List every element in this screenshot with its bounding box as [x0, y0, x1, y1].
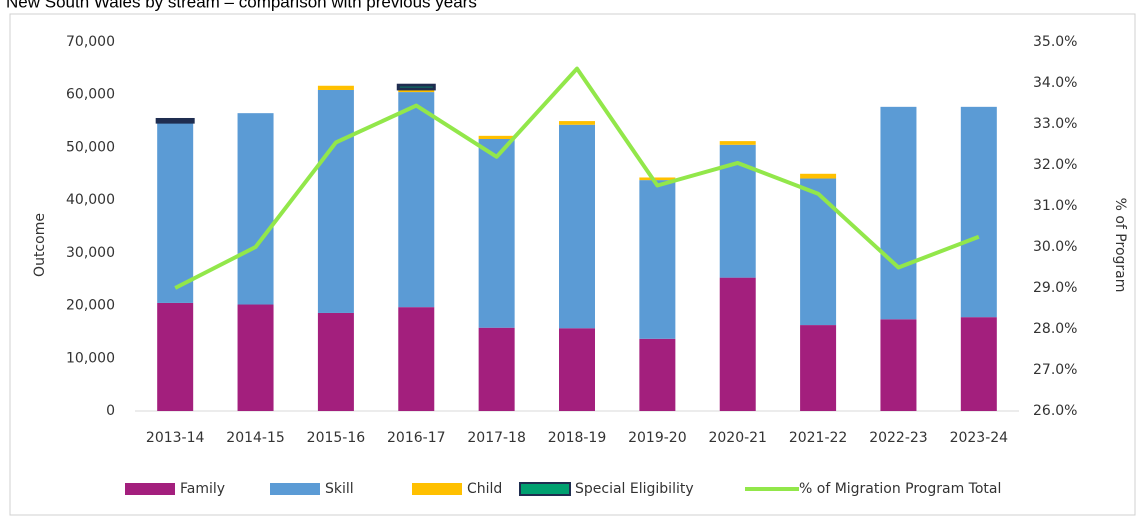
bar-segment — [719, 277, 756, 411]
legend-label: Family — [180, 481, 225, 497]
bar-segment — [800, 178, 837, 326]
x-tick-label: 2022-23 — [869, 430, 928, 446]
x-tick-label: 2023-24 — [950, 430, 1009, 446]
legend-label: % of Migration Program Total — [799, 481, 1001, 497]
y-tick-label: 50,000 — [66, 139, 115, 155]
x-tick-label: 2018-19 — [548, 430, 607, 446]
x-tick-label: 2015-16 — [307, 430, 366, 446]
bar-segment — [639, 338, 676, 411]
bar-segment — [317, 85, 354, 90]
y-tick-label: 10,000 — [66, 350, 115, 366]
x-tick-label: 2016-17 — [387, 430, 446, 446]
legend-swatch — [519, 482, 571, 496]
bar-segment — [880, 106, 917, 320]
bar-segment — [396, 83, 436, 91]
bar-segment — [317, 312, 354, 411]
y2-tick-label: 32.0% — [1033, 157, 1077, 173]
legend-swatch — [270, 483, 320, 495]
y2-tick-label: 35.0% — [1033, 34, 1077, 50]
bar-segment — [398, 92, 435, 308]
y2-tick-label: 26.0% — [1033, 403, 1077, 419]
bar-segment — [559, 121, 595, 125]
y2-tick-label: 29.0% — [1033, 280, 1077, 296]
bar-segment — [639, 177, 676, 181]
bar-segment — [960, 317, 997, 411]
x-tick-label: 2017-18 — [467, 430, 526, 446]
x-tick-label: 2020-21 — [708, 430, 767, 446]
bar-segment — [237, 304, 274, 411]
bar-segment — [157, 302, 194, 411]
bar-segment — [237, 113, 274, 305]
bar-segment — [800, 173, 837, 179]
x-tick-label: 2019-20 — [628, 430, 687, 446]
chart-title: New South Wales by stream – comparison w… — [6, 0, 477, 11]
bar-segment — [800, 325, 837, 411]
y-tick-label: 20,000 — [66, 298, 115, 314]
y2-axis-title: % of Program — [1112, 198, 1128, 293]
y-tick-label: 0 — [106, 403, 115, 419]
legend-label: Skill — [325, 481, 354, 497]
bar-segment — [478, 138, 515, 328]
bar-segment — [398, 88, 435, 93]
y2-tick-label: 27.0% — [1033, 362, 1077, 378]
y2-tick-label: 28.0% — [1033, 321, 1077, 337]
bar-segment — [559, 328, 595, 411]
legend-swatch — [125, 483, 175, 495]
legend-label: Child — [467, 481, 502, 497]
bar-segment — [719, 141, 756, 145]
bar-segment — [157, 122, 194, 303]
bar-segment — [559, 124, 595, 329]
bar-segment — [155, 117, 195, 124]
y2-tick-label: 33.0% — [1033, 116, 1077, 132]
bar-segment — [478, 327, 515, 411]
y2-tick-label: 34.0% — [1033, 75, 1077, 91]
y-tick-label: 60,000 — [66, 87, 115, 103]
y2-tick-label: 30.0% — [1033, 239, 1077, 255]
bar-segment — [478, 135, 515, 139]
legend-label: Special Eligibility — [575, 481, 694, 497]
bar-segment — [639, 180, 676, 339]
chart-frame — [9, 13, 1136, 516]
y-tick-label: 40,000 — [66, 192, 115, 208]
bar-segment — [317, 89, 354, 313]
y2-tick-label: 31.0% — [1033, 198, 1077, 214]
x-tick-label: 2014-15 — [226, 430, 285, 446]
bar-segment — [960, 106, 997, 318]
y-tick-label: 70,000 — [66, 34, 115, 50]
bar-segment — [880, 319, 917, 411]
x-tick-label: 2021-22 — [789, 430, 848, 446]
y-axis-title: Outcome — [32, 213, 48, 277]
legend-swatch — [412, 483, 462, 495]
y-tick-label: 30,000 — [66, 245, 115, 261]
bar-segment — [398, 307, 435, 411]
line-series — [174, 66, 980, 290]
x-tick-label: 2013-14 — [146, 430, 205, 446]
